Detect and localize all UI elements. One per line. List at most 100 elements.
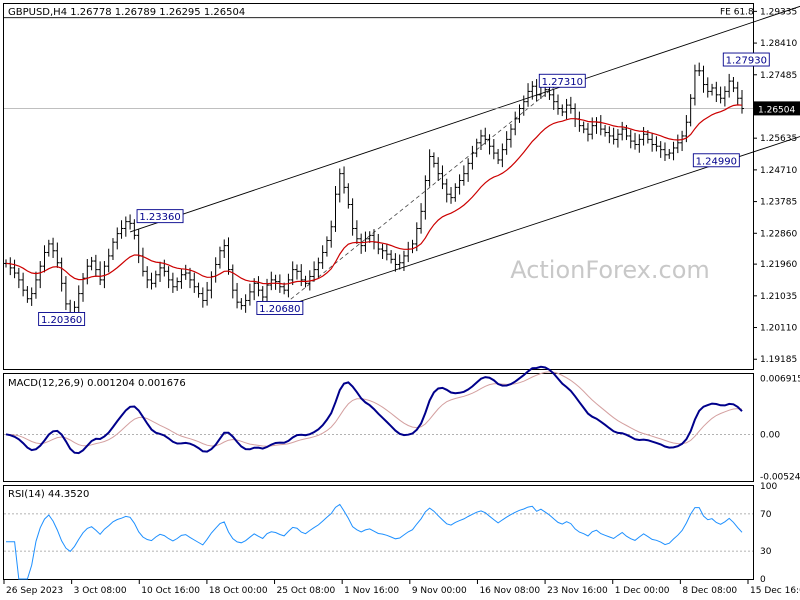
price-bar <box>200 287 205 308</box>
x-tick-label: 15 Dec 16:00 <box>750 586 800 596</box>
macd-panel-frame <box>3 373 754 482</box>
price-annotation: 1.23360 <box>136 209 184 223</box>
price-bar <box>722 86 727 107</box>
price-bar <box>491 139 496 160</box>
price-bar <box>256 276 261 297</box>
price-bar <box>217 246 222 269</box>
price-layer: FE 61.8 1.23360 1.20360 1.20680 1.27310 1.279… <box>4 5 800 326</box>
x-tick-label: 1 Dec 00:00 <box>615 586 670 596</box>
price-tick-label: 1.27485 <box>760 71 797 81</box>
price-bar <box>46 239 51 257</box>
price-bar <box>333 185 338 232</box>
price-bar <box>590 117 595 140</box>
x-tick-label: 8 Dec 08:00 <box>682 586 737 596</box>
price-bar <box>654 136 659 152</box>
price-bar <box>508 123 513 148</box>
macd-tick-label: 0.006915 <box>760 375 800 385</box>
price-bar <box>149 272 154 290</box>
price-bar <box>603 124 608 137</box>
price-bar <box>397 254 402 270</box>
price-bar <box>350 198 355 236</box>
price-bar <box>106 248 111 273</box>
price-bar <box>534 79 539 101</box>
price-bar <box>59 257 64 292</box>
price-bar <box>337 168 342 203</box>
price-bar <box>496 148 501 165</box>
price-bar <box>329 220 334 248</box>
price-bar <box>517 104 522 123</box>
price-bar <box>158 261 163 282</box>
price-bar <box>29 287 34 306</box>
price-bar <box>457 174 462 195</box>
price-bar <box>12 259 17 279</box>
price-bar <box>710 83 715 96</box>
price-bar <box>526 83 531 107</box>
price-bar <box>230 264 235 299</box>
price-bar <box>162 259 167 277</box>
price-bar <box>393 253 398 272</box>
price-tick-label: 1.25635 <box>760 134 797 144</box>
rsi-panel-frame <box>3 485 754 580</box>
price-bar <box>247 283 252 306</box>
x-tick-label: 9 Nov 00:00 <box>412 586 467 596</box>
price-bar <box>342 166 347 194</box>
x-tick-label: 26 Sep 2023 <box>6 586 63 596</box>
price-tick-label: 1.22860 <box>760 229 797 239</box>
x-tick-label: 3 Oct 08:00 <box>74 586 127 596</box>
price-bar <box>581 121 586 134</box>
price-bar <box>33 271 38 299</box>
ma-line <box>5 104 743 285</box>
price-bar <box>110 238 115 261</box>
price-bar <box>474 138 479 158</box>
price-bar <box>427 149 432 187</box>
price-bar <box>389 250 394 264</box>
price-bar <box>81 273 86 302</box>
price-annotation: 1.20360 <box>38 312 86 326</box>
price-bar <box>76 285 81 313</box>
x-tick-label: 18 Oct 00:00 <box>209 586 268 596</box>
x-tick-label: 10 Oct 16:00 <box>141 586 200 596</box>
price-bar <box>436 157 441 181</box>
macd-line <box>5 365 743 455</box>
svg-text:1.26504: 1.26504 <box>758 105 795 115</box>
price-bar <box>585 122 590 142</box>
price-bar <box>346 183 351 209</box>
price-bar <box>449 187 454 204</box>
rsi-title: RSI(14) 44.3520 <box>8 489 89 500</box>
price-bar <box>483 127 488 145</box>
price-bar <box>714 81 719 103</box>
price-bar <box>620 121 625 141</box>
price-bar <box>222 239 227 258</box>
price-bar <box>63 276 68 311</box>
price-bar <box>183 264 188 280</box>
price-tick-label: 1.29335 <box>760 7 797 17</box>
price-bar <box>440 165 445 190</box>
price-bar <box>265 278 270 305</box>
price-bar <box>123 216 128 237</box>
rsi-tick-label: 0 <box>760 575 766 585</box>
x-tick-label: 16 Nov 08:00 <box>479 586 540 596</box>
price-tick-label: 1.20110 <box>760 324 797 334</box>
price-bar <box>718 86 723 104</box>
price-bar <box>615 129 620 148</box>
price-bar <box>556 94 560 115</box>
price-bar <box>119 220 124 239</box>
axis-layer: 1.293351.284101.274851.265601.256351.247… <box>3 7 800 596</box>
price-bar <box>513 111 518 136</box>
price-bar <box>128 214 133 230</box>
price-tick-label: 1.19185 <box>760 355 797 365</box>
price-bar <box>89 256 94 271</box>
price-bar <box>568 96 573 114</box>
price-bar <box>16 267 21 289</box>
price-bar <box>628 129 633 149</box>
price-bar <box>735 81 740 106</box>
price-tick-label: 1.21035 <box>760 292 797 302</box>
x-tick-label: 1 Nov 16:00 <box>344 586 399 596</box>
price-tick-label: 1.24710 <box>760 166 797 176</box>
price-bar <box>611 127 616 145</box>
price-bar <box>671 141 676 161</box>
price-bar <box>55 242 60 268</box>
price-bar <box>196 282 201 298</box>
price-bar <box>727 73 732 98</box>
